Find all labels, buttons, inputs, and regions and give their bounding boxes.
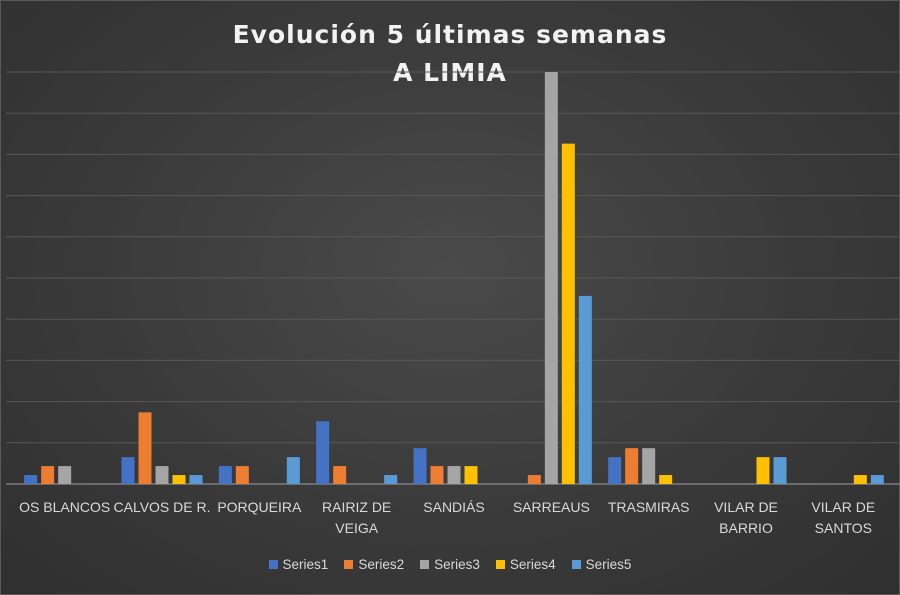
bar-series3-6: [642, 448, 656, 484]
bar-series3-0: [58, 466, 72, 484]
chart-legend: Series1 Series2 Series3 Series4 Series5: [0, 557, 900, 572]
category-label: VILAR DE: [811, 499, 875, 515]
bar-series4-5: [561, 143, 575, 485]
legend-label: Series5: [585, 557, 632, 572]
legend-swatch: [495, 560, 505, 569]
chart-title: Evolución 5 últimas semanas: [232, 20, 668, 49]
legend-label: Series2: [358, 557, 405, 572]
legend-swatch: [344, 560, 354, 569]
bar-series2-3: [333, 466, 347, 484]
bar-series2-2: [235, 466, 249, 484]
bar-series3-4: [447, 466, 461, 484]
category-label: RAIRIZ DE: [322, 499, 391, 515]
category-label: VILAR DE: [714, 499, 778, 515]
legend-label: Series1: [282, 557, 329, 572]
bar-series1-2: [218, 466, 232, 484]
bar-series5-7: [773, 457, 787, 484]
bar-series2-4: [430, 466, 444, 484]
bar-series2-1: [138, 412, 152, 484]
bar-series2-5: [527, 475, 541, 484]
bar-series5-1: [189, 475, 203, 484]
legend-item: Series3: [420, 557, 480, 572]
bar-series1-6: [608, 457, 622, 484]
bar-series4-8: [853, 475, 867, 484]
bar-series2-6: [625, 448, 639, 484]
legend-item: Series4: [495, 557, 556, 572]
legend-label: Series4: [509, 557, 556, 572]
bar-series5-2: [286, 457, 300, 484]
category-label: SANTOS: [815, 520, 872, 536]
legend-item: Series1: [268, 557, 329, 572]
category-label: PORQUEIRA: [217, 499, 302, 515]
bar-series4-6: [659, 475, 673, 484]
bar-series5-3: [384, 475, 398, 484]
category-label: BARRIO: [719, 520, 773, 536]
bar-series4-7: [756, 457, 770, 484]
category-label: TRASMIRAS: [608, 499, 690, 515]
category-label: SARREAUS: [513, 499, 590, 515]
bar-series4-4: [464, 466, 478, 484]
bar-series1-4: [413, 448, 427, 484]
legend-swatch: [571, 560, 581, 569]
bar-series4-1: [172, 475, 186, 484]
bar-series3-1: [155, 466, 169, 484]
legend-swatch: [420, 560, 430, 569]
category-label: CALVOS DE R.: [114, 499, 211, 515]
bar-series1-1: [121, 457, 135, 484]
bar-series5-8: [870, 475, 884, 484]
bar-series5-5: [578, 295, 592, 484]
legend-swatch: [268, 560, 278, 569]
legend-label: Series3: [434, 557, 480, 572]
category-label: OS BLANCOS: [19, 499, 110, 515]
legend-item: Series2: [344, 557, 404, 572]
bar-series1-0: [24, 475, 38, 484]
bar-series1-3: [316, 421, 330, 484]
bar-series2-0: [41, 466, 55, 484]
legend-item: Series5: [571, 557, 632, 572]
bar-series3-5: [544, 72, 558, 484]
category-label: SANDIÁS: [423, 499, 484, 515]
category-label: VEIGA: [335, 520, 378, 536]
